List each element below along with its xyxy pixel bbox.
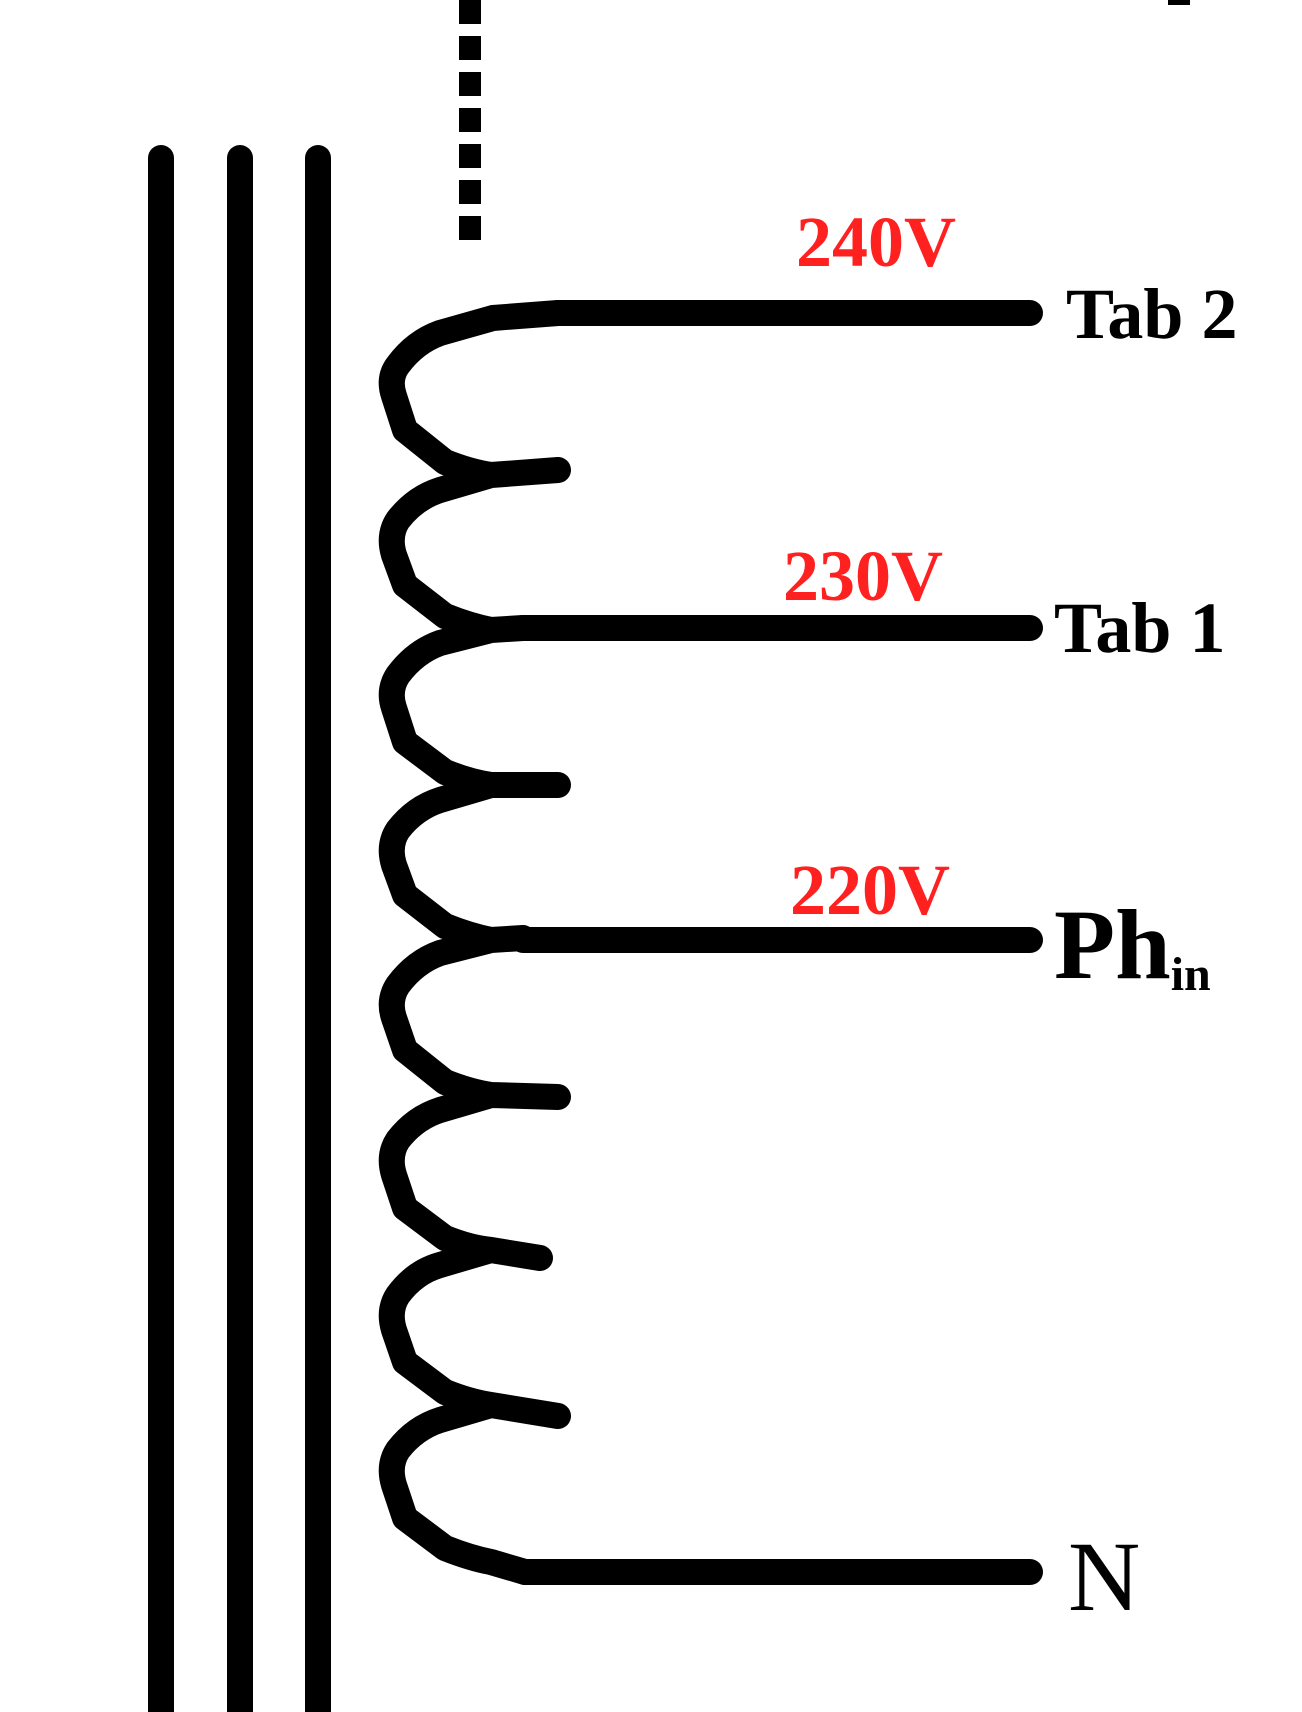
terminal-leads [510, 300, 1043, 1585]
terminal-label-neutral: N [1068, 1521, 1140, 1632]
voltage-label-240: 240V [796, 202, 956, 282]
voltage-label-220: 220V [790, 850, 950, 930]
transformer-winding [378, 300, 571, 1585]
voltage-label-230: 230V [783, 536, 943, 616]
terminal-label-tab1: Tab 1 [1054, 588, 1225, 668]
terminal-label-phase-sub: in [1171, 948, 1211, 1001]
transformer-core [148, 145, 331, 1712]
terminal-label-phase-main: Ph [1054, 889, 1171, 1000]
terminal-label-phase-in: Phin [1054, 889, 1211, 1001]
top-edge-mark [1168, 0, 1190, 5]
terminal-label-tab2: Tab 2 [1066, 274, 1237, 354]
